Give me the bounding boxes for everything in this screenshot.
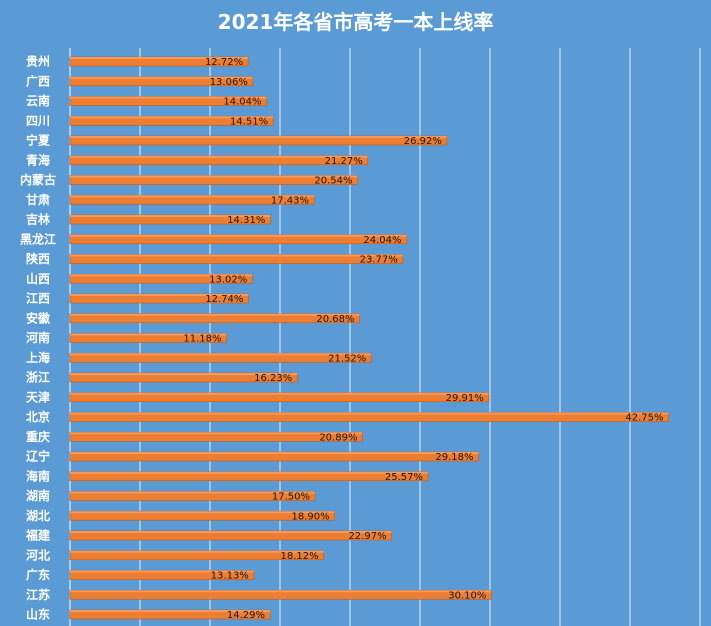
data-label: 16.23% <box>254 373 292 384</box>
data-label: 17.50% <box>272 492 310 503</box>
category-label: 浙江 <box>26 370 50 385</box>
bar-highlight <box>70 274 253 277</box>
data-label: 20.89% <box>319 432 357 443</box>
category-label: 内蒙古 <box>20 172 56 187</box>
data-label: 12.74% <box>205 294 243 305</box>
category-label: 上海 <box>26 350 50 365</box>
category-label: 甘肃 <box>26 192 50 207</box>
category-label: 宁夏 <box>26 133 51 148</box>
bar-highlight <box>70 294 249 296</box>
data-label: 29.18% <box>435 452 473 463</box>
category-label: 吉林 <box>26 212 50 227</box>
category-label: 辽宁 <box>26 449 50 464</box>
bar-highlight <box>70 570 254 573</box>
data-label: 20.68% <box>316 314 354 325</box>
bar-highlight <box>70 373 298 375</box>
bar-highlight <box>70 550 324 553</box>
category-label: 重庆 <box>26 429 50 444</box>
bar-highlight <box>70 432 363 435</box>
data-label: 18.90% <box>291 511 329 522</box>
data-label: 30.10% <box>448 590 486 601</box>
bar-highlight <box>70 392 489 395</box>
data-label: 14.29% <box>227 610 265 621</box>
bar-highlight <box>70 313 360 316</box>
category-label: 贵州 <box>26 54 50 69</box>
category-label: 青海 <box>26 152 50 167</box>
bar-highlight <box>70 333 227 336</box>
bar-highlight <box>70 531 392 533</box>
bar-highlight <box>70 254 403 257</box>
category-label: 湖南 <box>26 488 50 503</box>
data-label: 21.52% <box>328 353 366 364</box>
data-label: 14.04% <box>223 97 261 108</box>
bar-highlight <box>70 590 492 593</box>
data-label: 25.57% <box>385 472 423 483</box>
data-label: 14.31% <box>227 215 265 226</box>
category-label: 云南 <box>26 93 50 108</box>
category-label: 广东 <box>26 567 50 582</box>
category-label: 黑龙江 <box>20 231 56 246</box>
category-label: 山西 <box>26 271 50 286</box>
data-label: 13.06% <box>210 77 248 88</box>
category-label: 湖北 <box>26 508 50 523</box>
bar-highlight <box>70 511 335 514</box>
data-label: 13.13% <box>211 571 249 582</box>
data-label: 12.72% <box>205 57 243 68</box>
category-label: 广西 <box>26 73 50 88</box>
category-label: 山东 <box>26 607 50 622</box>
data-label: 14.51% <box>230 116 268 127</box>
bar-highlight <box>70 116 274 119</box>
category-label: 北京 <box>26 409 50 424</box>
data-label: 17.43% <box>271 195 309 206</box>
bar-highlight <box>70 195 315 198</box>
data-label: 23.77% <box>360 255 398 266</box>
data-label: 20.54% <box>314 176 352 187</box>
bar-highlight <box>70 353 372 356</box>
bar-highlight <box>70 234 407 237</box>
bar-highlight <box>70 412 669 415</box>
bar-highlight <box>70 452 479 454</box>
data-label: 26.92% <box>404 136 442 147</box>
category-label: 四川 <box>26 114 50 128</box>
category-label: 海南 <box>26 468 50 483</box>
category-label: 陕西 <box>26 251 50 266</box>
category-label: 江西 <box>26 291 50 306</box>
bar-highlight <box>70 610 271 612</box>
data-label: 21.27% <box>325 156 363 167</box>
bar-highlight <box>70 155 368 158</box>
bar-highlight <box>70 136 447 138</box>
bar-highlight <box>70 57 249 59</box>
bar-highlight <box>70 471 428 474</box>
chart-title: 2021年各省市高考一本上线率 <box>217 10 494 34</box>
bar-highlight <box>70 491 315 494</box>
data-label: 13.02% <box>209 274 247 285</box>
bar-highlight <box>70 175 358 178</box>
category-label: 河南 <box>25 330 50 345</box>
bar-highlight <box>70 215 271 217</box>
data-label: 18.12% <box>281 551 319 562</box>
data-label: 29.91% <box>446 393 484 404</box>
category-label: 江苏 <box>26 587 50 602</box>
category-label: 天津 <box>26 389 50 404</box>
data-label: 42.75% <box>625 413 663 424</box>
category-label: 安徽 <box>26 310 51 325</box>
category-label: 河北 <box>25 547 50 562</box>
data-label: 22.97% <box>348 531 386 542</box>
bar-highlight <box>70 96 267 99</box>
data-label: 24.04% <box>363 235 401 246</box>
data-label: 11.18% <box>183 334 221 345</box>
bar-highlight <box>70 76 253 79</box>
category-label: 福建 <box>25 528 51 543</box>
